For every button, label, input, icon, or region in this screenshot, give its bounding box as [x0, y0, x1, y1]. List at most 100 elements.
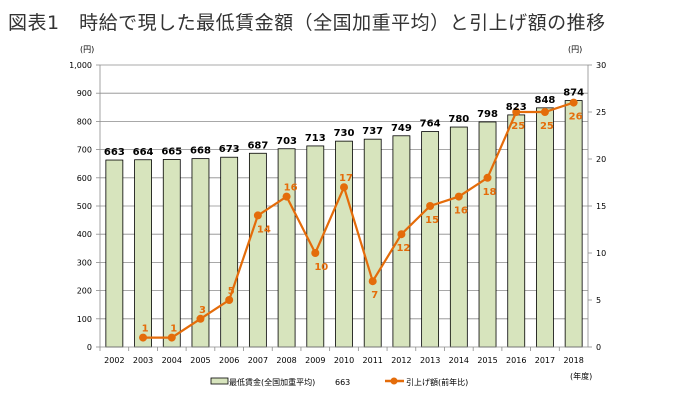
x-tick-label: 2009: [305, 356, 325, 365]
bar-value-label: 668: [190, 146, 211, 157]
line-marker: [196, 314, 205, 323]
x-tick-label: 2013: [420, 356, 440, 365]
bar-value-label: 737: [362, 126, 383, 137]
line-marker: [397, 230, 406, 239]
line-marker: [225, 296, 234, 304]
line-value-label: 7: [371, 290, 378, 301]
data-labels: 663 664 665 668 673 687 703 713 730 737 749 764 780 7…: [104, 88, 584, 335]
left-tick-label: 500: [77, 202, 92, 211]
bar: [564, 100, 583, 348]
line-value-label: 5: [228, 286, 235, 297]
bar-value-label: 798: [477, 109, 498, 120]
right-tick-label: 15: [596, 202, 606, 211]
left-tick-label: 1,000: [69, 61, 92, 70]
line-path: [143, 101, 574, 339]
bar: [105, 159, 124, 348]
x-axis-label: (年度): [570, 371, 592, 381]
left-axis-unit: (円): [80, 45, 94, 54]
line-value-label: 17: [339, 173, 353, 184]
line-marker: [540, 108, 549, 116]
bar: [335, 140, 353, 348]
x-tick-label: 2016: [506, 356, 526, 365]
line-value-label: 1: [170, 324, 177, 335]
bar-value-label: 687: [247, 140, 268, 151]
bar: [449, 126, 468, 348]
legend-bar-extra: 663: [335, 378, 350, 387]
bar-value-label: 730: [334, 128, 355, 139]
x-tick-label: 2010: [334, 356, 354, 365]
line-value-label: 1: [142, 324, 149, 335]
bar: [248, 152, 267, 348]
right-tick-label: 30: [596, 61, 606, 70]
x-tick-label: 2012: [391, 356, 411, 365]
line-marker: [139, 333, 148, 342]
x-tick-label: 2014: [449, 356, 469, 365]
line-value-label: 12: [396, 243, 410, 254]
legend-bar-label: 最低賃金(全国加重平均): [229, 377, 315, 387]
right-tick-label: 25: [596, 108, 606, 117]
bar: [220, 156, 239, 348]
legend-line-label: 引上げ額(前年比): [406, 377, 468, 387]
line-value-label: 10: [314, 262, 328, 273]
x-tick-label: 2018: [563, 356, 583, 365]
left-tick-label: 400: [77, 230, 92, 239]
x-tick-label: 2015: [477, 356, 497, 365]
line-marker: [311, 249, 320, 257]
line-series: [139, 98, 578, 342]
line-marker: [483, 173, 492, 182]
line-marker: [253, 211, 262, 220]
bar-value-label: 703: [276, 136, 297, 147]
bar-value-label: 713: [305, 133, 326, 144]
bar-value-label: 664: [133, 147, 154, 158]
chart-title: 図表1 時給で現した最低賃金額（全国加重平均）と引上げ額の推移: [8, 12, 606, 34]
bar-value-label: 823: [506, 102, 527, 113]
line-value-label: 14: [257, 224, 271, 235]
bar: [536, 107, 554, 348]
bar-value-label: 673: [219, 144, 240, 155]
left-tick-label: 600: [77, 174, 92, 183]
line-value-label: 15: [425, 215, 439, 226]
right-tick-label: 10: [596, 249, 606, 258]
line-value-label: 25: [511, 121, 525, 132]
bar-value-label: 663: [104, 147, 125, 158]
bar: [277, 148, 296, 348]
bar-value-label: 764: [420, 119, 441, 130]
left-tick-label: 100: [77, 315, 92, 324]
line-value-label: 3: [199, 305, 206, 316]
line-value-label: 18: [483, 187, 497, 198]
bar: [134, 159, 152, 348]
x-tick-label: 2006: [219, 356, 239, 365]
line-marker: [426, 202, 435, 210]
line-marker: [167, 333, 176, 342]
line-marker: [512, 108, 521, 116]
legend-bar-swatch: [210, 377, 229, 385]
bar: [507, 114, 526, 348]
bar: [162, 159, 181, 348]
line-value-label: 16: [284, 183, 298, 194]
bar: [306, 145, 325, 348]
line-value-label: 25: [540, 121, 554, 132]
left-tick-label: 700: [77, 146, 92, 155]
bar: [421, 131, 440, 348]
x-tick-label: 2003: [133, 356, 153, 365]
line-marker: [282, 192, 291, 201]
bar-value-label: 665: [161, 146, 182, 157]
line-value-label: 16: [454, 206, 468, 217]
legend: 最低賃金(全国加重平均) 663 引上げ額(前年比): [210, 377, 468, 387]
right-tick-label: 0: [596, 343, 601, 352]
line-marker: [368, 277, 377, 286]
left-tick-label: 800: [77, 117, 92, 126]
left-tick-label: 300: [77, 258, 92, 267]
x-tick-label: 2017: [535, 356, 555, 365]
right-axis-unit: (円): [568, 45, 582, 54]
left-tick-label: 0: [87, 343, 92, 352]
axes: 01002003004005006007008009001,0000510152…: [69, 61, 606, 365]
x-tick-label: 2008: [276, 356, 296, 365]
bar: [392, 135, 411, 348]
bar: [478, 121, 497, 348]
line-value-label: 26: [569, 112, 583, 123]
bar: [363, 138, 382, 348]
legend-line-marker: [390, 377, 398, 385]
bar-value-label: 780: [448, 114, 469, 125]
